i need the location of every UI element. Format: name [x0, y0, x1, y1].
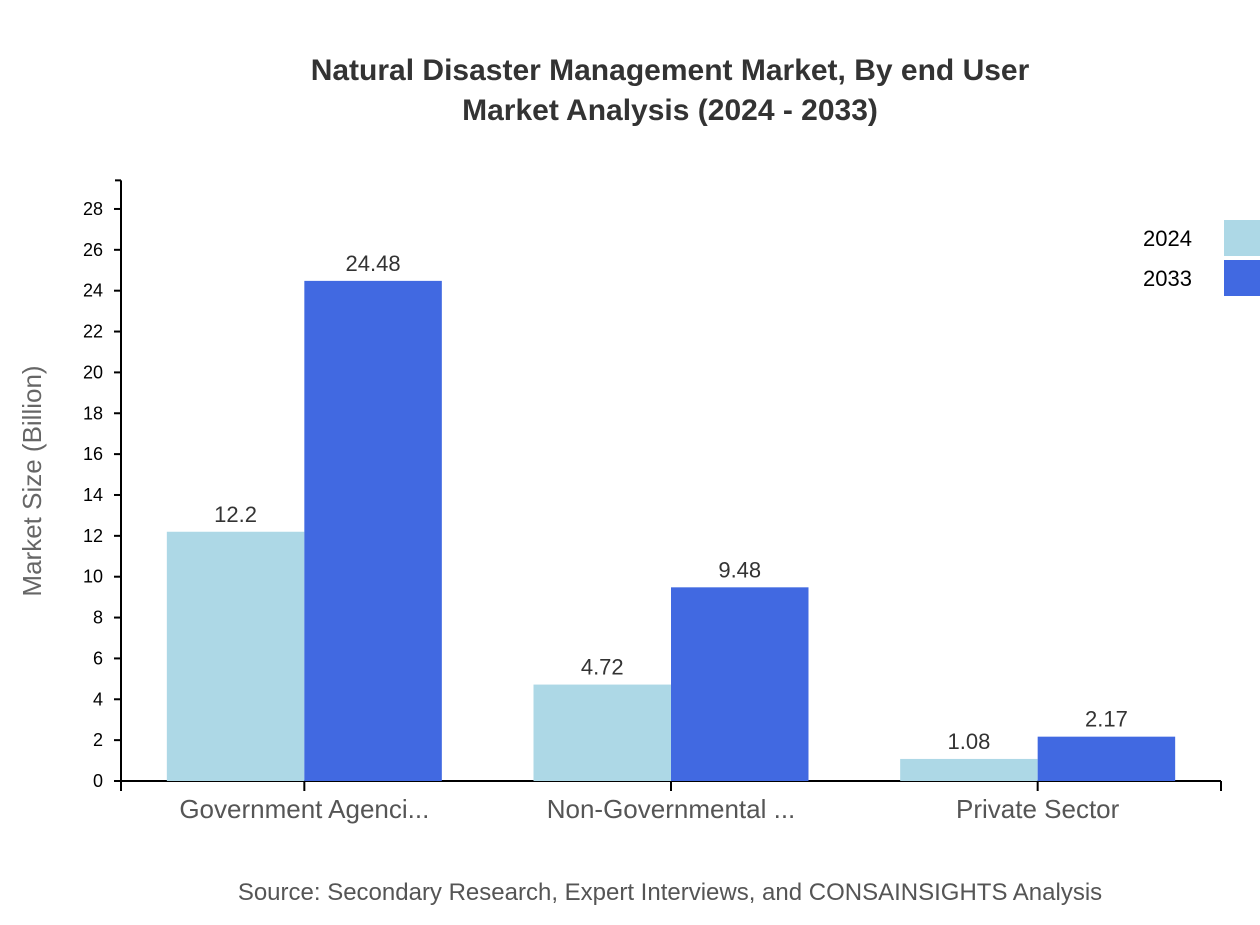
data-label: 4.72	[581, 655, 624, 680]
y-tick-label: 18	[83, 403, 103, 423]
y-tick-label: 26	[83, 240, 103, 260]
y-tick-label: 14	[83, 485, 103, 505]
chart-title-line-1: Natural Disaster Management Market, By e…	[311, 54, 1030, 87]
data-label: 24.48	[346, 251, 401, 276]
y-tick-label: 2	[93, 730, 103, 750]
y-tick-label: 24	[83, 281, 103, 301]
bar-2024	[900, 758, 1038, 781]
bar-2033	[671, 587, 809, 781]
data-label: 9.48	[718, 557, 761, 582]
data-label: 1.08	[948, 729, 991, 754]
y-tick-label: 28	[83, 199, 103, 219]
y-tick-label: 22	[83, 322, 103, 342]
y-tick-label: 20	[83, 362, 103, 382]
y-axis-label: Market Size (Billion)	[17, 365, 47, 596]
source-note: Source: Secondary Research, Expert Inter…	[238, 879, 1102, 906]
y-tick-label: 6	[93, 648, 103, 668]
bar-2033	[1037, 736, 1176, 781]
bar-2024	[533, 684, 671, 781]
legend-label: 2033	[1143, 266, 1192, 291]
legend-label: 2024	[1143, 226, 1192, 251]
x-tick-label: Government Agenci...	[179, 794, 429, 824]
y-tick-label: 4	[93, 689, 103, 709]
data-label: 2.17	[1085, 707, 1128, 732]
y-tick-label: 16	[83, 444, 103, 464]
y-tick-label: 12	[83, 526, 103, 546]
legend-swatch-2024	[1224, 220, 1260, 256]
y-tick-label: 8	[93, 608, 103, 628]
x-tick-label: Non-Governmental ...	[547, 794, 796, 824]
bar-2024	[166, 531, 305, 781]
x-tick-label: Private Sector	[956, 794, 1120, 824]
y-tick-label: 10	[83, 567, 103, 587]
y-tick-label: 0	[93, 771, 103, 791]
data-label: 12.2	[214, 502, 257, 527]
legend-swatch-2033	[1224, 260, 1260, 296]
chart-title-line-2: Market Analysis (2024 - 2033)	[462, 94, 878, 127]
bar-2033	[304, 280, 442, 781]
